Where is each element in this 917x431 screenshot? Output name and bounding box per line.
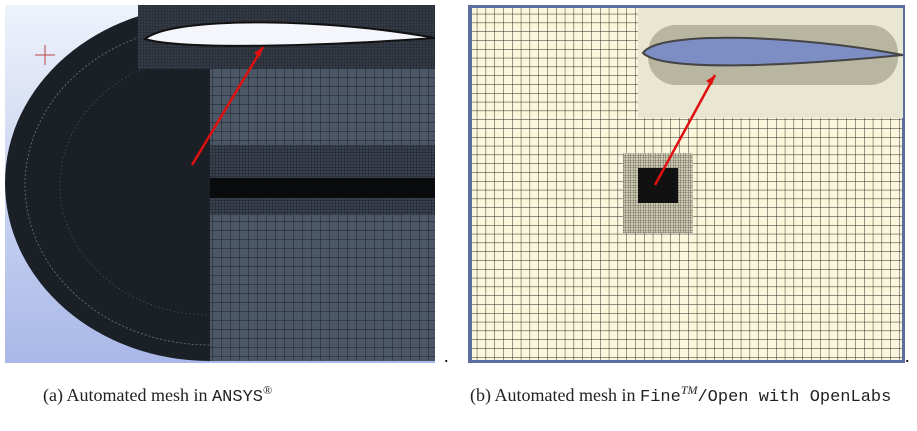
caption-label: (b) [470, 385, 491, 405]
caption-code: ANSYS [212, 388, 263, 407]
trailing-mark: . [444, 346, 449, 367]
caption-text: Automated mesh in [495, 385, 636, 405]
page: . . (a) Automated mesh in ANSYS® (b) Aut… [0, 0, 917, 431]
caption-label: (a) [43, 385, 63, 405]
caption-sup: ® [263, 383, 272, 397]
fine-open-mesh-image [468, 5, 905, 363]
caption-sup: TM [681, 383, 698, 397]
caption-b: (b) Automated mesh in FineTM/Open with O… [470, 378, 910, 410]
caption-code: Fine [640, 388, 681, 407]
caption-code-rest: /Open with OpenLabs [697, 388, 891, 407]
caption-a: (a) Automated mesh in ANSYS® [43, 378, 272, 410]
trailing-mark: . [905, 346, 910, 367]
caption-text: Automated mesh in [67, 385, 208, 405]
ansys-mesh-image [5, 5, 435, 363]
